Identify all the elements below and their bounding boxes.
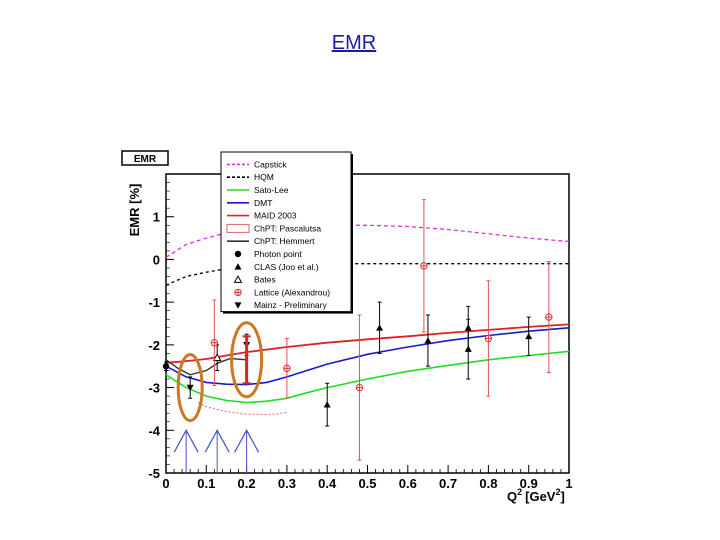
y-tick-label: -4 <box>148 423 160 438</box>
legend-entry: Lattice (Alexandrou) <box>234 287 330 297</box>
x-axis-title-units-sup: 2 <box>555 487 560 497</box>
legend-entry: Bates <box>233 275 276 285</box>
marker-cross-open <box>484 334 493 343</box>
x-tick-label: 0.7 <box>439 476 457 491</box>
y-axis-title: EMR [%] <box>127 184 142 237</box>
y-tick-label: -2 <box>148 338 160 353</box>
y-tick-label: -3 <box>148 381 160 396</box>
highlight-ellipse <box>176 353 204 423</box>
panel-label-text: EMR <box>134 154 157 165</box>
curve-dmt <box>165 327 570 386</box>
annotations-back <box>173 429 260 473</box>
axis-ticks: 0 0.1 0.2 0.3 0.4 0.5 0.6 0.7 0.8 0.9 1 -5 -4 -3 -2 -1 0… <box>148 182 573 491</box>
x-axis-title-units-close: ] <box>561 489 565 504</box>
marker-cross-open <box>234 288 242 297</box>
legend-entry: HQM <box>227 172 274 182</box>
legend-entry: CLAS (Joo et al.) <box>234 262 319 272</box>
legend-entry: MAID 2003 <box>227 211 297 221</box>
y-tick-label: 0 <box>153 252 160 267</box>
x-tick-label: 0.4 <box>318 476 337 491</box>
x-tick-label: 0.9 <box>520 476 538 491</box>
legend-label: Capstick <box>254 159 287 169</box>
marker-triangle-up-open <box>212 353 222 361</box>
x-tick-label: 0.5 <box>358 476 376 491</box>
y-tick-label: -1 <box>148 295 160 310</box>
curve-chpt-pascalutsa <box>197 402 287 416</box>
marker-triangle-up <box>525 332 533 340</box>
x-axis-title: Q2 [GeV2] <box>507 487 565 504</box>
legend-label: DMT <box>254 198 272 208</box>
panel-label: EMR <box>121 150 169 166</box>
marker-circle <box>162 363 170 370</box>
marker-cross-open <box>420 262 428 270</box>
highlight-ellipse <box>230 321 264 399</box>
slide-title: EMR <box>331 32 377 54</box>
marker-triangle-up-open <box>233 275 243 283</box>
x-tick-label: 0 <box>162 476 169 491</box>
legend-label: CLAS (Joo et al.) <box>254 262 319 272</box>
x-tick-label: 0.8 <box>479 476 497 491</box>
x-tick-label: 1 <box>565 476 572 491</box>
legend-entry: DMT <box>227 198 272 208</box>
marker-triangle-up <box>376 324 384 331</box>
legend-label: Photon point <box>254 249 302 259</box>
legend-swatch <box>226 223 250 233</box>
marker-triangle-up <box>323 401 331 408</box>
marker-triangle-down <box>186 384 194 392</box>
legend-entry: Mainz - Preliminary <box>234 300 327 310</box>
legend-entry: Sato-Lee <box>227 185 289 195</box>
marker-circle <box>234 250 242 258</box>
marker-cross-open <box>545 313 553 321</box>
legend-entry: ChPT: Pascalutsa <box>226 223 321 233</box>
legend-label: Lattice (Alexandrou) <box>254 287 330 297</box>
marker-cross-open <box>283 364 291 373</box>
legend: Capstick HQM Sato-Lee DMT MAID 2003 ChPT: Pas… <box>220 151 353 314</box>
curve-sato-lee <box>165 350 570 404</box>
x-tick-label: 0.2 <box>238 476 256 491</box>
legend-label: Bates <box>254 275 276 285</box>
legend-label: Sato-Lee <box>254 185 289 195</box>
y-tick-label: 1 <box>153 210 160 225</box>
legend-label: HQM <box>254 172 274 182</box>
annotations-front <box>176 321 264 423</box>
arrow-head <box>204 429 230 453</box>
legend-label: MAID 2003 <box>254 211 297 221</box>
marker-cross-open <box>210 339 219 347</box>
marker-triangle-down <box>234 302 242 309</box>
legend-label: ChPT: Pascalutsa <box>254 223 321 233</box>
marker-triangle-up <box>234 263 242 270</box>
marker-triangle-up <box>424 337 432 344</box>
arrow-head <box>173 429 199 453</box>
legend-label: Mainz - Preliminary <box>254 300 327 310</box>
x-axis-title-units: [GeV <box>525 489 556 504</box>
y-tick-label: -5 <box>148 466 160 481</box>
x-tick-label: 0.1 <box>197 476 215 491</box>
x-axis-title-q: Q <box>507 489 517 504</box>
legend-entry: ChPT: Hemmert <box>227 236 315 246</box>
legend-label: ChPT: Hemmert <box>254 236 315 246</box>
x-axis-title-sup: 2 <box>517 487 522 497</box>
x-tick-label: 0.3 <box>278 476 296 491</box>
data-points <box>162 199 553 461</box>
legend-entry: Capstick <box>227 159 287 169</box>
arrow-head <box>234 429 260 453</box>
marker-cross-open <box>355 383 364 392</box>
x-tick-label: 0.6 <box>399 476 417 491</box>
marker-triangle-up <box>464 345 472 352</box>
legend-entry: Photon point <box>234 249 302 259</box>
